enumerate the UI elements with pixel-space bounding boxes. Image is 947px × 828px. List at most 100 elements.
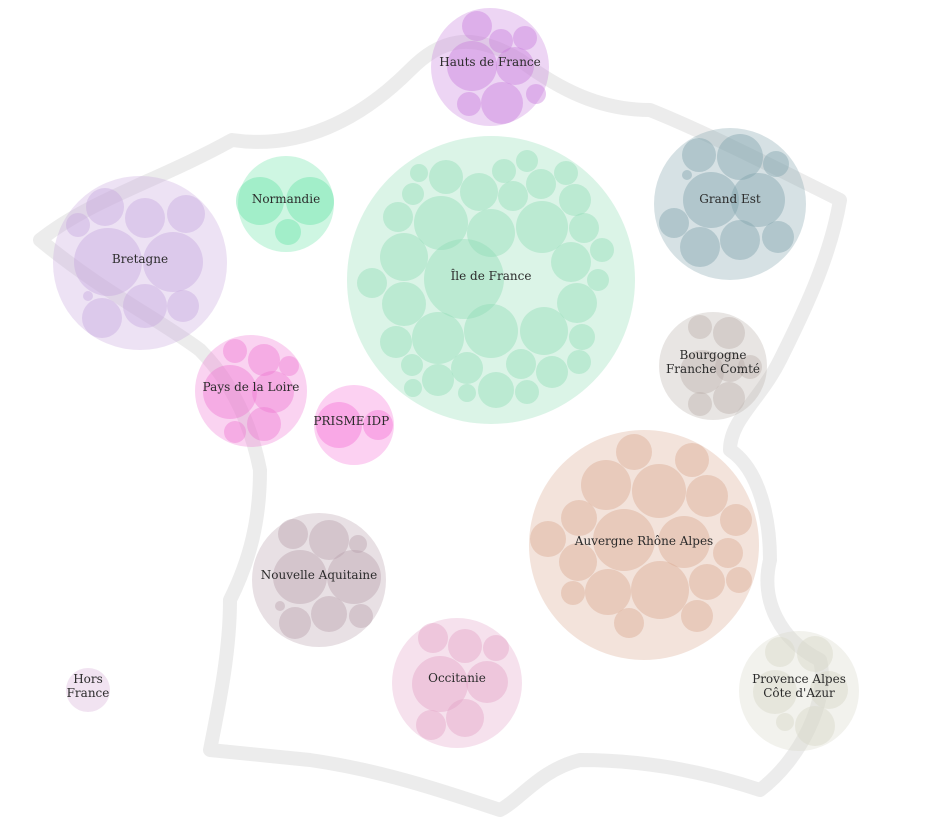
sub-bubble	[457, 92, 481, 116]
sub-bubble	[569, 324, 595, 350]
region-label-grand-est: Grand Est	[699, 192, 761, 206]
sub-bubble	[278, 519, 308, 549]
region-normandie[interactable]	[236, 156, 334, 252]
region-label-line: Provence Alpes	[752, 672, 846, 686]
region-label-pays-de-la-loire: Pays de la Loire	[203, 380, 300, 394]
sub-bubble	[349, 535, 367, 553]
region-label-idp: IDP	[367, 414, 389, 428]
sub-bubble	[489, 29, 513, 53]
sub-bubble	[492, 159, 516, 183]
sub-bubble	[683, 172, 739, 228]
sub-bubble	[447, 41, 497, 91]
region-label-nouvelle-aquitaine: Nouvelle Aquitaine	[261, 568, 377, 582]
sub-bubble	[86, 188, 124, 226]
sub-bubble	[478, 372, 514, 408]
sub-bubble	[515, 380, 539, 404]
regions-layer: Hauts de France Normandie Île de France Gra…	[53, 8, 859, 751]
sub-bubble	[380, 326, 412, 358]
sub-bubble	[720, 220, 760, 260]
sub-bubble	[279, 356, 299, 376]
region-label-line: Hors	[73, 672, 103, 686]
region-label-hors-france: Hors France	[67, 672, 110, 700]
region-bubble	[659, 312, 767, 420]
sub-bubble	[715, 352, 745, 382]
sub-bubble	[74, 228, 142, 296]
region-bourgogne-franche-comte[interactable]	[659, 312, 767, 420]
region-pays-de-la-loire[interactable]	[195, 335, 307, 447]
sub-bubble	[526, 84, 546, 104]
sub-bubble	[422, 364, 454, 396]
sub-bubble	[689, 564, 725, 600]
region-bubble	[739, 631, 859, 751]
sub-bubble	[717, 134, 763, 180]
sub-bubble	[82, 298, 122, 338]
region-label-line: Franche Comté	[666, 362, 760, 376]
sub-bubble	[797, 636, 833, 672]
region-provence-alpes-cote-dazur[interactable]	[739, 631, 859, 751]
region-prisme[interactable]	[314, 385, 394, 465]
region-hors-france[interactable]	[66, 668, 110, 712]
sub-bubble	[357, 268, 387, 298]
sub-bubble	[247, 407, 281, 441]
sub-bubble	[680, 350, 724, 394]
sub-bubble	[765, 637, 795, 667]
sub-bubble	[275, 219, 301, 245]
sub-bubble	[731, 173, 785, 227]
sub-bubble	[404, 379, 422, 397]
sub-bubble	[481, 82, 523, 124]
region-occitanie[interactable]	[392, 618, 522, 748]
sub-bubble	[167, 195, 205, 233]
region-label-line: IDP	[367, 414, 389, 428]
sub-bubble	[224, 421, 246, 443]
sub-bubble	[593, 509, 655, 571]
region-label-line: Auvergne Rhône Alpes	[574, 534, 713, 548]
sub-bubble	[526, 169, 556, 199]
sub-bubble	[726, 567, 752, 593]
region-grand-est[interactable]	[654, 128, 806, 280]
region-label-line: Côte d'Azur	[763, 686, 835, 700]
sub-bubble	[275, 601, 285, 611]
sub-bubble	[557, 283, 597, 323]
sub-bubble	[810, 671, 848, 709]
sub-bubble	[753, 670, 797, 714]
sub-bubble	[680, 227, 720, 267]
sub-bubble	[460, 173, 498, 211]
sub-bubble	[614, 608, 644, 638]
sub-bubble	[418, 623, 448, 653]
region-hauts-de-france[interactable]	[431, 8, 549, 126]
sub-bubble	[458, 384, 476, 402]
region-ile-de-france[interactable]	[347, 136, 635, 424]
sub-bubble	[713, 317, 745, 349]
sub-bubble	[516, 201, 568, 253]
sub-bubble	[309, 520, 349, 560]
sub-bubble	[446, 699, 484, 737]
sub-bubble	[223, 339, 247, 363]
region-label-line: PRISME	[313, 414, 364, 428]
region-label-line: Bretagne	[112, 252, 168, 266]
region-bubble	[195, 335, 307, 447]
sub-bubble	[590, 238, 614, 262]
sub-bubble	[429, 160, 463, 194]
region-nouvelle-aquitaine[interactable]	[252, 513, 386, 647]
region-label-line: Île de France	[451, 268, 532, 283]
region-bubble	[392, 618, 522, 748]
sub-bubble	[506, 349, 536, 379]
region-auvergne-rhone-alpes[interactable]	[529, 430, 759, 660]
sub-bubble	[349, 604, 373, 628]
sub-bubble	[123, 284, 167, 328]
sub-bubble	[682, 170, 692, 180]
region-bubble	[529, 430, 759, 660]
sub-bubble	[467, 209, 515, 257]
sub-bubble	[762, 221, 794, 253]
region-bretagne[interactable]	[53, 176, 227, 350]
sub-bubble	[462, 11, 492, 41]
france-outline	[33, 34, 847, 817]
sub-bubble	[464, 304, 518, 358]
sub-bubble	[466, 661, 508, 703]
sub-bubble	[451, 352, 483, 384]
sub-bubble	[316, 402, 362, 448]
sub-bubble	[83, 291, 93, 301]
sub-bubble	[286, 177, 334, 225]
sub-bubble	[682, 138, 716, 172]
